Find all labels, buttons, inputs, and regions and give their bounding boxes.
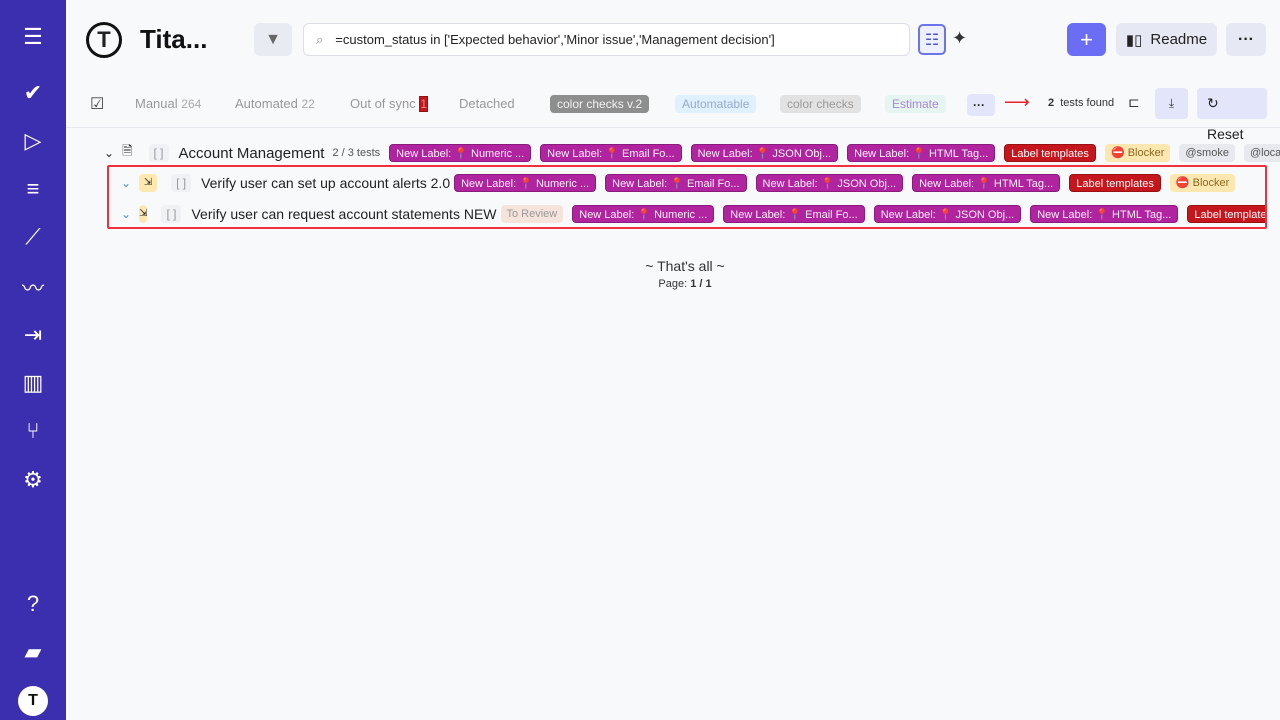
analytics-icon[interactable]: ▥ xyxy=(22,370,44,395)
download-button[interactable]: ⤓ xyxy=(1155,88,1188,119)
tab-manual[interactable]: Manual 264 xyxy=(135,96,202,111)
chip-estimate[interactable]: Estimate xyxy=(885,95,946,113)
more-button[interactable]: ··· xyxy=(1226,23,1266,56)
tests-found: 2 tests found xyxy=(1048,97,1115,109)
test-title[interactable]: Verify user can request account statemen… xyxy=(191,206,497,222)
search-icon: ⌕ xyxy=(316,31,324,47)
readme-button[interactable]: ▮▯ Readme xyxy=(1116,23,1217,56)
test-row[interactable]: ⌄ ⇲ [ ] Verify user can set up account a… xyxy=(121,172,1266,194)
sidebar: ☰ ✔ ▷ ≡ ⟋ 〰 ⇥ ▥ ⑂ ⚙ ? ▰ T xyxy=(0,0,66,720)
search-input[interactable]: ⌕ =custom_status in ['Expected behavior'… xyxy=(303,23,910,56)
suite-name[interactable]: Account Management xyxy=(178,144,325,162)
label: New Label: 📍 HTML Tag... xyxy=(912,174,1061,192)
folder-icon[interactable]: ▰ xyxy=(24,639,42,664)
list-end: ~ That's all ~ Page: 1 / 1 xyxy=(600,258,770,290)
label: @smoke xyxy=(1179,144,1235,162)
reset-icon: ↻ xyxy=(1207,95,1219,111)
label: ⛔ Blocker xyxy=(1104,144,1171,162)
label: New Label: 📍 Numeric ... xyxy=(454,174,597,192)
ai-sparkle-button[interactable]: ✦ xyxy=(952,28,968,48)
book-icon: ▮▯ xyxy=(1125,31,1143,49)
label: Label templates xyxy=(1187,205,1265,223)
steps-icon[interactable]: ⟋ xyxy=(25,224,41,249)
automation-cursor-icon: ⇲ xyxy=(139,174,158,192)
arrow-annotation-icon: ⟶ xyxy=(1004,92,1030,112)
label: New Label: 📍 Email Fo... xyxy=(540,144,682,162)
chip-automatable[interactable]: Automatable xyxy=(675,95,757,113)
suite-id-placeholder: [ ] xyxy=(148,144,169,162)
chevron-down-icon[interactable]: ⌄ xyxy=(104,146,115,160)
tabs-bar: ☑ Manual 264 Automated 22 Out of sync 1 … xyxy=(66,80,1280,142)
suite-row[interactable]: ⌄ 🗎 [ ] Account Management 2 / 3 tests N… xyxy=(104,142,1280,164)
test-title[interactable]: Verify user can set up account alerts 2.… xyxy=(201,175,451,191)
tab-detached[interactable]: Detached xyxy=(459,96,515,111)
user-avatar[interactable]: T xyxy=(18,686,48,716)
project-title[interactable]: Tita... xyxy=(140,24,208,54)
test-id-placeholder: [ ] xyxy=(161,205,182,223)
chip-color-checks-v2[interactable]: color checks v.2 xyxy=(550,95,650,113)
thats-all-text: ~ That's all ~ xyxy=(645,258,725,274)
help-icon[interactable]: ? xyxy=(26,591,40,616)
branches-icon[interactable]: ⑂ xyxy=(26,418,40,443)
label: Label templates xyxy=(1004,144,1096,162)
plans-list-icon[interactable]: ≡ xyxy=(26,176,40,201)
tree-view-icon[interactable]: ⊏ xyxy=(1128,94,1140,110)
test-row[interactable]: ⌄ ⇲ [ ] Verify user can request account … xyxy=(121,203,1265,225)
advanced-filter-button[interactable]: ☷ xyxy=(918,24,946,55)
readme-label: Readme xyxy=(1150,31,1208,48)
label: New Label: 📍 Numeric ... xyxy=(572,205,715,223)
pagination: Page: 1 / 1 xyxy=(658,278,712,290)
select-all-icon[interactable]: ☑ xyxy=(90,96,105,113)
filter-button[interactable]: ▼ xyxy=(254,23,292,56)
tests-check-icon[interactable]: ✔ xyxy=(23,80,43,105)
label: ⛔ Blocker xyxy=(1169,174,1236,192)
label: New Label: 📍 HTML Tag... xyxy=(847,144,996,162)
test-id-placeholder: [ ] xyxy=(171,174,192,192)
label: New Label: 📍 JSON Obj... xyxy=(690,144,839,162)
suite-file-icon: 🗎 xyxy=(122,143,133,158)
label: New Label: 📍 Numeric ... xyxy=(389,144,532,162)
app-logo: T xyxy=(86,22,122,58)
pulse-icon[interactable]: 〰 xyxy=(21,276,44,301)
more-chips-button[interactable]: ··· xyxy=(967,94,995,116)
label: New Label: 📍 Email Fo... xyxy=(605,174,747,192)
label: New Label: 📍 JSON Obj... xyxy=(755,174,904,192)
search-query: =custom_status in ['Expected behavior','… xyxy=(335,32,775,47)
sliders-icon: ☷ xyxy=(924,31,940,49)
tab-automated[interactable]: Automated 22 xyxy=(235,96,315,111)
label: New Label: 📍 Email Fo... xyxy=(723,205,865,223)
add-button[interactable]: + xyxy=(1067,23,1106,56)
reset-button[interactable]: ↻ Reset xyxy=(1197,88,1267,142)
import-icon[interactable]: ⇥ xyxy=(23,322,43,347)
settings-gear-icon[interactable]: ⚙ xyxy=(23,467,43,492)
download-icon: ⤓ xyxy=(1168,96,1175,110)
label: Label templates xyxy=(1069,174,1161,192)
menu-icon[interactable]: ☰ xyxy=(23,24,43,49)
chevron-down-icon[interactable]: ⌄ xyxy=(121,207,132,221)
highlight-box xyxy=(107,165,1267,229)
header: T Tita... ▼ ⌕ =custom_status in ['Expect… xyxy=(66,0,1280,80)
filter-icon: ▼ xyxy=(265,30,281,48)
label: New Label: 📍 HTML Tag... xyxy=(1030,205,1179,223)
tab-out-of-sync[interactable]: Out of sync 1 xyxy=(350,96,429,112)
suite-count: 2 / 3 tests xyxy=(332,147,381,159)
automation-cursor-icon: ⇲ xyxy=(139,205,148,223)
label: @localisation xyxy=(1243,144,1280,162)
chip-color-checks[interactable]: color checks xyxy=(780,95,861,113)
chevron-down-icon[interactable]: ⌄ xyxy=(121,176,132,190)
status-badge: To Review xyxy=(500,205,564,223)
label: New Label: 📍 JSON Obj... xyxy=(873,205,1022,223)
runs-play-icon[interactable]: ▷ xyxy=(24,128,42,153)
